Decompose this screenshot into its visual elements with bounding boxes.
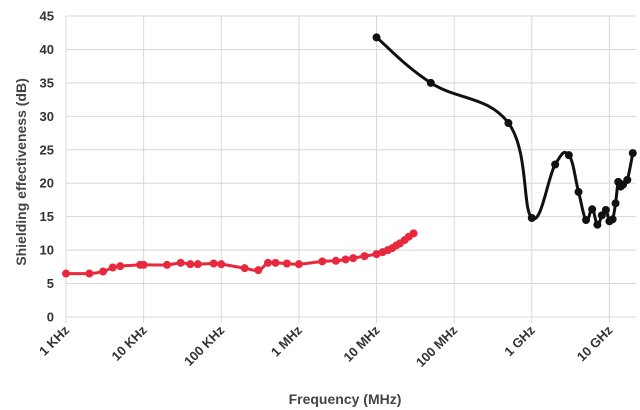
data-point [409,229,418,238]
y-tick-label: 40 [40,42,54,57]
series-layer [62,33,637,278]
x-tick-label: 100 MHz [413,322,461,370]
data-point [331,256,340,265]
x-tick-label: 1 KHz [36,322,72,358]
data-point [85,269,94,278]
data-point [318,257,327,266]
data-point [193,260,202,269]
data-point [582,216,591,225]
x-tick-labels: 1 KHz 10 KHz 100 KHz 1 MHz 10 MHz 100 MHz 1 GH… [36,322,616,370]
data-point [623,175,632,184]
x-tick-label: 1 GHz [501,322,538,359]
data-point [593,220,602,229]
data-point [628,149,637,158]
data-point [601,205,610,214]
y-tick-label: 30 [40,109,54,124]
x-axis-title: Frequency (MHz) [289,391,402,407]
data-point [209,259,218,268]
data-point [139,260,148,269]
data-point [372,250,381,259]
grid [65,15,636,323]
data-point [62,269,70,278]
y-tick-label: 20 [40,176,54,191]
data-point [116,262,125,271]
data-point [99,267,108,276]
data-point [372,33,381,42]
data-point [564,151,573,160]
data-point [611,199,620,208]
data-point [349,254,358,263]
series-0 [62,229,418,278]
data-point [240,264,249,273]
y-tick-label: 0 [47,310,54,325]
x-tick-label: 10 MHz [340,322,383,365]
data-point [574,187,583,196]
data-point [186,260,195,269]
data-point [341,255,350,264]
series-1 [372,33,637,229]
y-axis-title: Shielding effectiveness (dB) [13,78,29,265]
y-tick-label: 15 [40,209,54,224]
y-tick-labels: 0 5 10 15 20 25 30 35 40 45 [40,9,54,325]
data-point [176,258,185,267]
y-tick-label: 10 [40,243,54,258]
data-point [504,119,513,128]
data-point [608,215,617,224]
data-point [217,260,226,269]
data-point [282,259,291,268]
data-point [264,258,272,267]
data-point [551,160,560,169]
y-tick-label: 35 [40,75,54,90]
data-point [294,260,303,269]
y-tick-label: 45 [40,9,54,24]
x-tick-label: 1 MHz [268,322,306,360]
y-tick-label: 5 [47,276,54,291]
data-point [163,260,171,269]
x-tick-label: 100 KHz [181,322,228,369]
x-tick-label: 10 KHz [108,322,150,364]
data-point [527,214,536,222]
series-line [375,35,635,227]
data-point [108,263,117,272]
data-point [254,266,263,275]
x-tick-label: 10 GHz [574,322,616,364]
y-tick-label: 25 [40,142,54,157]
data-point [271,258,280,267]
data-point [360,252,369,261]
data-point [426,78,435,87]
data-point [588,205,597,214]
